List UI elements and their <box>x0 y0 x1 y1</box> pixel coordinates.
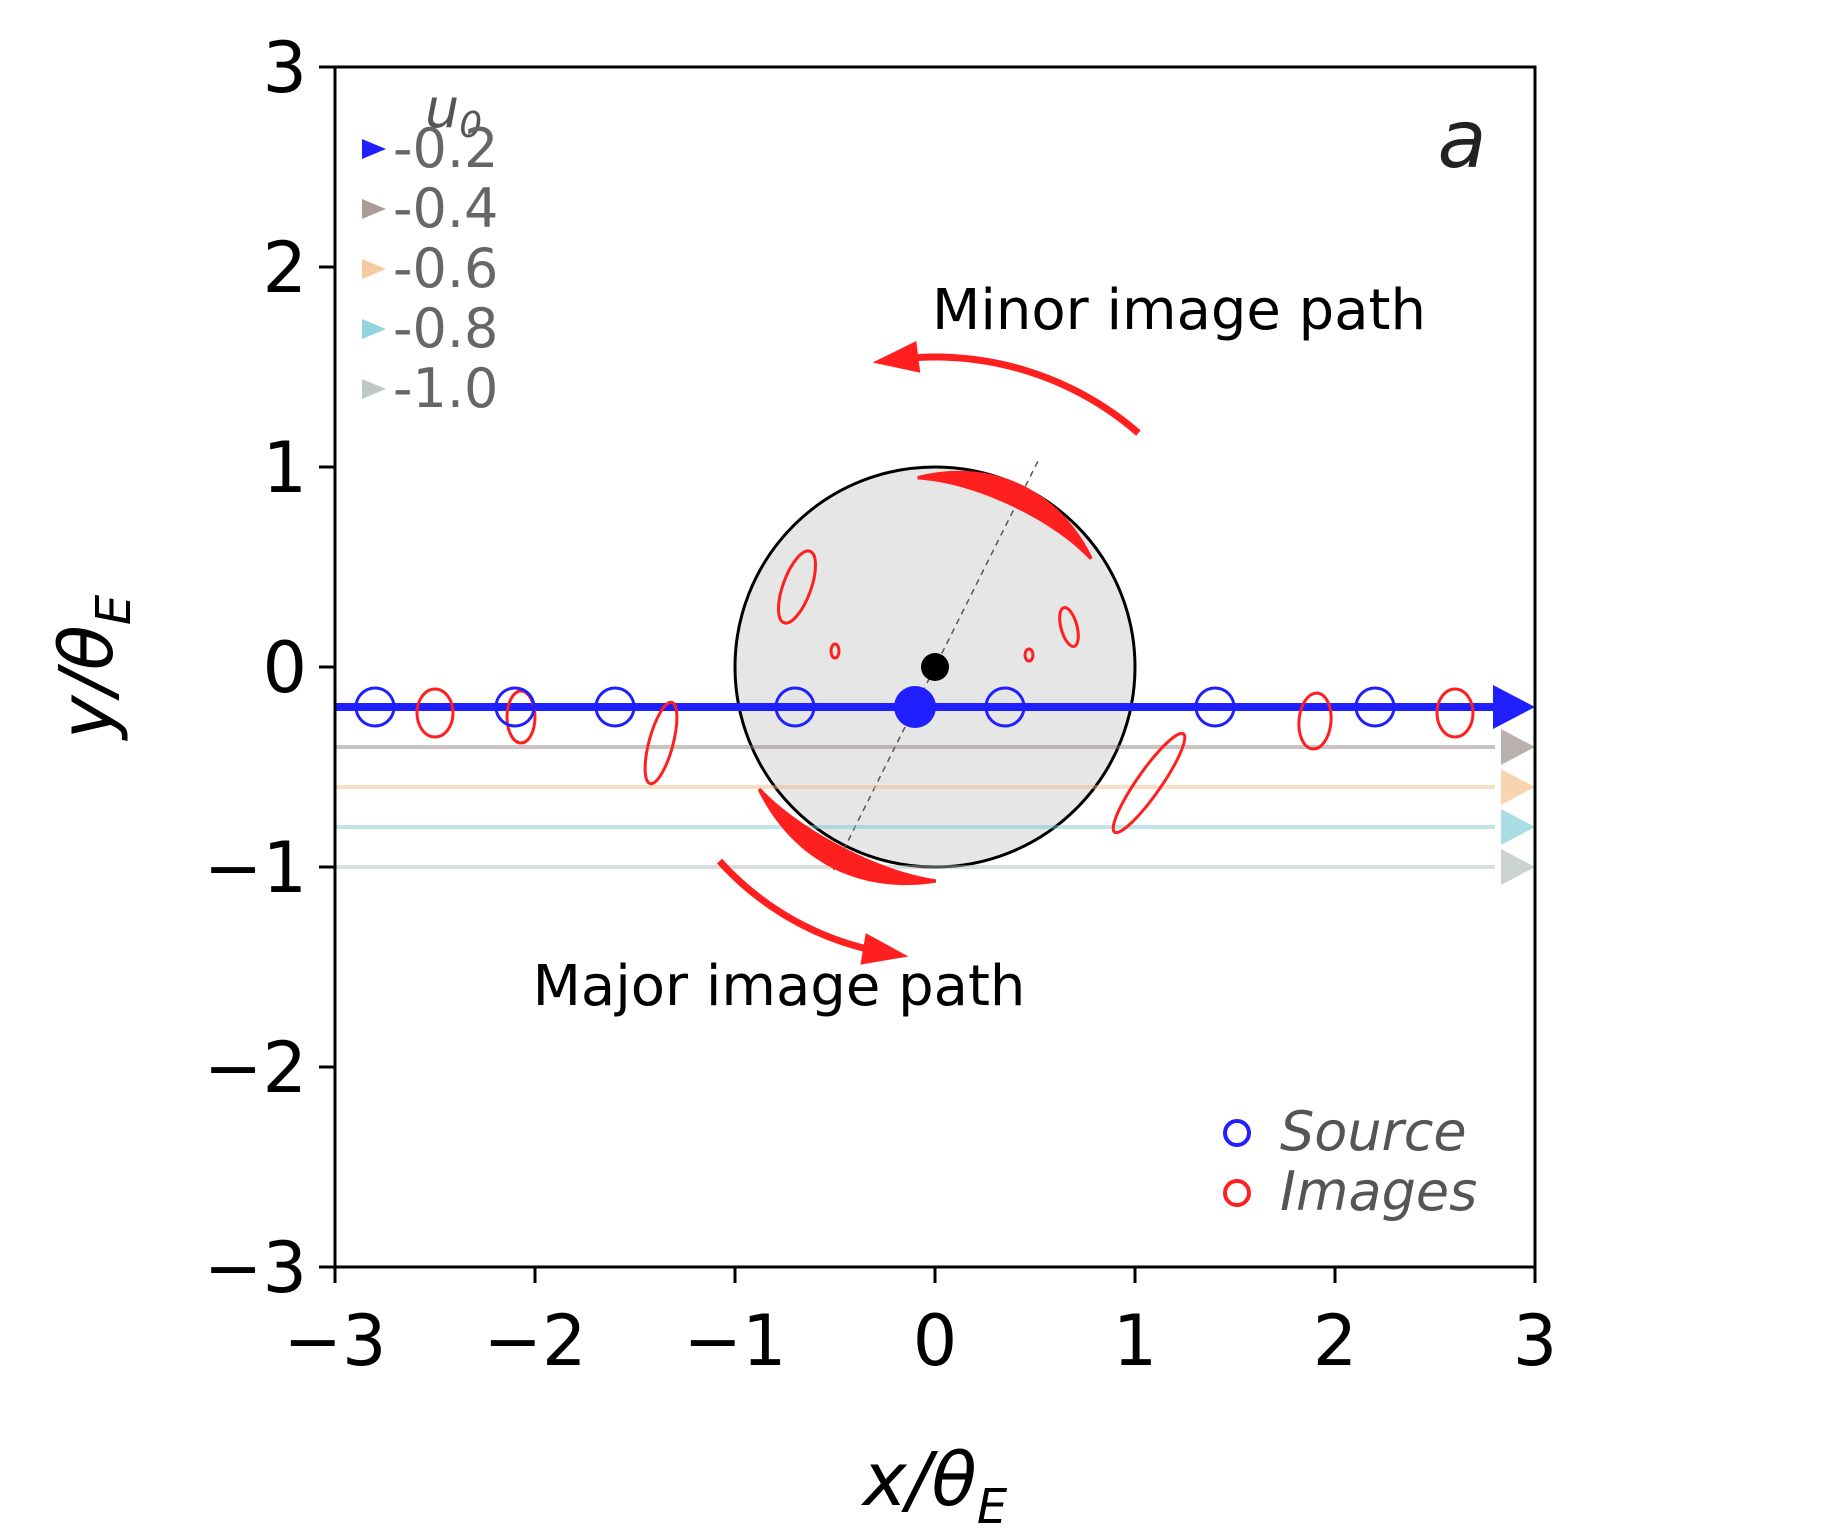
image-outline <box>1297 691 1333 751</box>
minor-path-arrow <box>885 353 1141 436</box>
trajectory-arrowhead <box>1501 769 1535 805</box>
trajectory-legend-marker <box>362 259 386 279</box>
image-outline <box>1058 606 1080 648</box>
y-tick-label: 1 <box>262 427 307 509</box>
image-outline <box>1023 647 1035 663</box>
trajectory-arrowhead <box>1501 849 1535 885</box>
x-tick-label: −3 <box>283 1300 386 1382</box>
point-legend-marker <box>1223 1179 1251 1207</box>
point-legend-label: Images <box>1280 1160 1477 1223</box>
x-tick-label: −1 <box>683 1300 786 1382</box>
images-layer <box>415 470 1475 886</box>
major-path-annotation: Major image path <box>533 954 1026 1019</box>
sources-layer <box>354 653 1396 728</box>
image-outline <box>643 700 679 786</box>
source-marker <box>494 686 536 728</box>
y-axis-label-main: y/θ <box>44 625 130 741</box>
major-path-arrow <box>716 858 896 958</box>
source-marker <box>354 686 396 728</box>
path-arrows-layer <box>716 340 1141 965</box>
current-source-marker <box>894 686 936 728</box>
y-tick-label: −1 <box>204 827 307 909</box>
source-marker <box>774 686 816 728</box>
trajectory-legend: u0 -0.2-0.4-0.6-0.8-1.0 <box>362 77 498 420</box>
minor-path-annotation: Minor image path <box>932 278 1426 343</box>
trajectory-legend-title-sub: 0 <box>459 105 482 146</box>
trajectory-legend-marker <box>362 139 386 159</box>
minor-path-arrowhead <box>872 340 921 373</box>
y-tick-label: 2 <box>262 227 307 309</box>
trajectory-arrowhead <box>1493 685 1535 729</box>
x-axis-label-main: x/θ <box>861 1437 977 1523</box>
point-legend-marker <box>1223 1119 1251 1147</box>
y-tick-label: −3 <box>204 1227 307 1309</box>
image-outline <box>1435 687 1475 739</box>
lens-marker <box>921 653 949 681</box>
trajectory-legend-title-u: u <box>425 77 459 140</box>
source-marker <box>984 686 1026 728</box>
y-tick-label: 0 <box>262 627 307 709</box>
x-tick-label: 1 <box>1113 1300 1158 1382</box>
x-tick-label: −2 <box>483 1300 586 1382</box>
ticks-layer: −3 −2 −1 0 1 2 3 −3 −2 −1 0 1 2 3 <box>204 27 1557 1382</box>
trajectory-legend-label: -1.0 <box>393 357 498 420</box>
x-tick-label: 3 <box>1513 1300 1558 1382</box>
trajectory-arrowhead <box>1501 809 1535 845</box>
point-legend-label: Source <box>1280 1100 1467 1163</box>
image-outline <box>505 689 537 745</box>
trajectory-legend-label: -0.8 <box>393 297 498 360</box>
y-tick-label: −2 <box>204 1027 307 1109</box>
trajectory-legend-marker <box>362 319 386 339</box>
panel-label: a <box>1437 93 1486 186</box>
y-axis-label-sub: E <box>86 594 142 625</box>
trajectory-legend-label: -0.4 <box>393 177 498 240</box>
image-outline <box>777 549 817 625</box>
trajectory-legend-title: u0 <box>425 77 482 146</box>
source-marker <box>1354 686 1396 728</box>
trajectory-arrowhead <box>1501 729 1535 765</box>
source-marker <box>1194 686 1236 728</box>
x-axis-label: x/θE <box>861 1437 1008 1528</box>
image-outline <box>829 642 841 660</box>
trajectory-legend-marker <box>362 199 386 219</box>
trajectory-legend-label: -0.6 <box>393 237 498 300</box>
trajectory-legend-label: -0.2 <box>393 117 498 180</box>
source-marker <box>594 686 636 728</box>
major-image-arc <box>757 787 936 886</box>
image-outline <box>415 687 455 739</box>
minor-image-arc <box>917 470 1093 560</box>
image-outline <box>1111 731 1187 835</box>
major-path-arrowhead <box>860 933 909 965</box>
trajectory-legend-marker <box>362 379 386 399</box>
x-tick-label: 2 <box>1313 1300 1358 1382</box>
y-axis-label: y/θE <box>44 594 142 741</box>
y-tick-label: 3 <box>262 27 307 109</box>
x-tick-label: 0 <box>913 1300 958 1382</box>
x-axis-label-sub: E <box>977 1479 1008 1528</box>
